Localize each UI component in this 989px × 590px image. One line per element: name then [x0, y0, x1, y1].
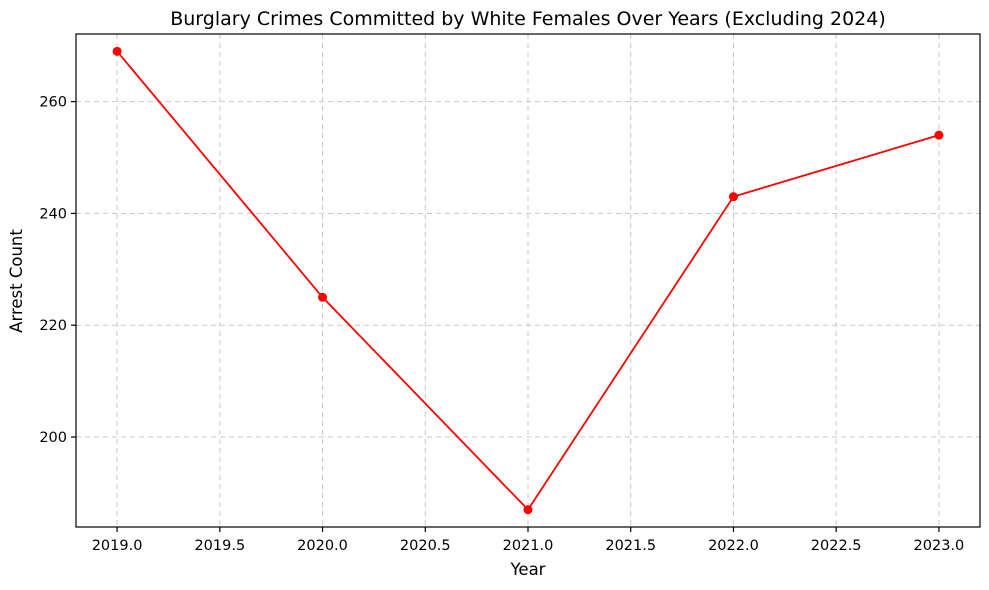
series-group: [112, 46, 944, 515]
data-point: [112, 46, 122, 56]
data-point: [523, 505, 533, 515]
x-tick-label: 2021.5: [605, 538, 656, 554]
data-point: [934, 130, 944, 140]
x-tick-label: 2023.0: [914, 538, 965, 554]
x-tick-label: 2019.5: [194, 538, 245, 554]
x-tick-label: 2019.0: [92, 538, 143, 554]
x-tick-label: 2022.5: [811, 538, 862, 554]
chart-title: Burglary Crimes Committed by White Femal…: [170, 8, 886, 30]
y-tick-label: 260: [39, 95, 67, 111]
x-tick-label: 2021.0: [503, 538, 554, 554]
x-tick-label: 2020.5: [400, 538, 451, 554]
y-axis: 200 220 240 260: [39, 95, 76, 446]
y-tick-label: 200: [39, 430, 67, 446]
x-axis: 2019.0 2019.5 2020.0 2020.5 2021.0 2021.5 2022…: [92, 527, 965, 554]
x-axis-label: Year: [510, 560, 546, 579]
y-tick-label: 240: [39, 206, 67, 222]
data-point: [318, 292, 328, 302]
y-tick-label: 220: [39, 318, 67, 334]
x-tick-label: 2022.0: [708, 538, 759, 554]
grid: [76, 34, 980, 527]
x-tick-label: 2020.0: [297, 538, 348, 554]
y-axis-label: Arrest Count: [7, 229, 26, 333]
data-point: [728, 192, 738, 202]
